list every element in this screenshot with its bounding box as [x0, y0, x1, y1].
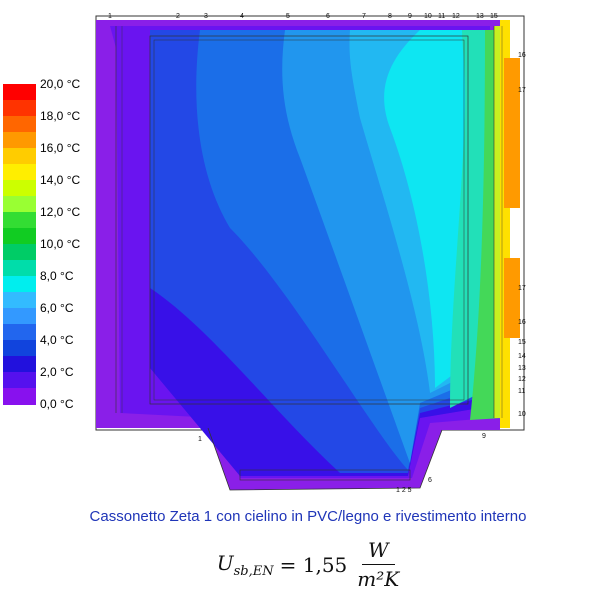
top-isotherm-label: 4 — [240, 13, 244, 20]
legend-swatch — [3, 116, 36, 133]
right-isotherm-label: 10 — [518, 411, 526, 418]
bottom-isotherm-label: 1 — [198, 436, 202, 443]
formula-numerator: W — [361, 538, 395, 565]
temperature-legend: 20,0 °C 18,0 °C 16,0 °C 14,0 °C 12,0 °C 10,0 … — [0, 78, 90, 414]
u-value-formula: Usb,EN = 1,55 W m²K — [0, 538, 616, 591]
right-isotherm-label: 13 — [518, 365, 526, 372]
legend-swatch — [3, 340, 36, 357]
formula-subscript: sb,EN — [233, 563, 274, 579]
legend-swatch — [3, 388, 36, 405]
legend-label: 14,0 °C — [40, 173, 81, 187]
right-isotherm-label: 17 — [518, 285, 526, 292]
legend-label: 6,0 °C — [40, 301, 74, 315]
top-isotherm-label: 8 — [388, 13, 392, 20]
legend-swatch — [3, 164, 36, 181]
legend-swatch — [3, 100, 36, 117]
top-isotherm-label: 3 — [204, 13, 208, 20]
top-isotherm-label: 1 — [108, 13, 112, 20]
right-isotherm-label: 11 — [518, 388, 525, 395]
right-isotherm-label: 14 — [518, 353, 526, 360]
thermal-contour-diagram: 1 2 3 4 5 6 7 8 9 10 11 12 13 15161717161514131211109… — [95, 13, 526, 494]
region-cyan — [384, 30, 475, 388]
legend-swatch — [3, 84, 36, 101]
top-isotherm-label: 5 — [286, 13, 290, 20]
legend-swatch — [3, 244, 36, 261]
legend-swatch — [3, 372, 36, 389]
formula-value: = 1,55 — [279, 552, 348, 577]
legend-label: 18,0 °C — [40, 109, 81, 123]
right-isotherm-label: 15 — [518, 339, 526, 346]
legend-swatch — [3, 292, 36, 309]
legend-swatch — [3, 260, 36, 277]
top-isotherm-label: 6 — [326, 13, 330, 20]
bottom-isotherm-label: 9 — [482, 433, 486, 440]
legend-swatch — [3, 228, 36, 245]
legend-label: 8,0 °C — [40, 269, 74, 283]
bottom-isotherm-label: 6 — [428, 477, 432, 484]
legend-swatch — [3, 196, 36, 213]
right-isotherm-label: 17 — [518, 87, 526, 94]
right-isotherm-label: 16 — [518, 52, 526, 59]
region-orange — [504, 58, 520, 338]
legend-label: 20,0 °C — [40, 77, 81, 91]
right-isotherm-label: 12 — [518, 376, 526, 383]
top-isotherm-label: 2 — [176, 13, 180, 20]
formula-denominator: m²K — [357, 567, 400, 591]
legend-swatch — [3, 356, 36, 373]
legend-swatch — [3, 148, 36, 165]
legend-swatch — [3, 308, 36, 325]
legend-swatch — [3, 132, 36, 149]
legend-label: 12,0 °C — [40, 205, 81, 219]
inner-chamber-outline-2 — [153, 39, 465, 401]
top-isotherm-label: 10 — [424, 13, 432, 20]
inner-chamber-outline — [149, 35, 469, 405]
legend-swatch — [3, 276, 36, 293]
top-isotherm-label: 9 — [408, 13, 412, 20]
bottom-rail — [239, 469, 411, 481]
bottom-isotherm-label: 1 2 5 — [396, 487, 412, 494]
bottom-opening — [207, 427, 443, 491]
top-isotherm-label: 15 — [490, 13, 498, 20]
legend-swatch — [3, 212, 36, 229]
right-isotherm-label: 16 — [518, 319, 526, 326]
top-isotherm-label: 12 — [452, 13, 460, 20]
legend-label: 0,0 °C — [40, 397, 74, 411]
legend-label: 2,0 °C — [40, 365, 74, 379]
legend-label: 10,0 °C — [40, 237, 81, 251]
top-isotherm-label: 11 — [438, 13, 445, 20]
top-isotherm-label: 7 — [362, 13, 366, 20]
legend-label: 4,0 °C — [40, 333, 74, 347]
top-isotherm-label: 13 — [476, 13, 484, 20]
legend-label: 16,0 °C — [40, 141, 81, 155]
legend-swatch — [3, 180, 36, 197]
diagram-caption: Cassonetto Zeta 1 con cielino in PVC/leg… — [89, 508, 527, 525]
formula-lhs: U — [216, 550, 234, 575]
legend-swatch — [3, 324, 36, 341]
